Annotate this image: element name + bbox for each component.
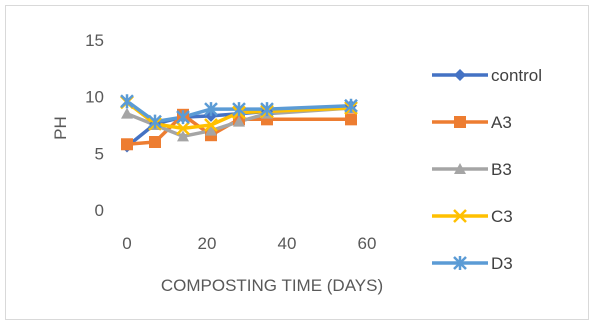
data-point-a3 xyxy=(121,138,133,151)
data-point-d3 xyxy=(344,98,358,113)
data-point-b3 xyxy=(177,130,189,142)
data-point-c3 xyxy=(204,118,218,132)
legend-swatch-marker xyxy=(453,209,467,223)
legend-swatch-marker xyxy=(453,256,467,270)
x-axis-ticks: 0 20 40 60 xyxy=(122,234,376,253)
x-tick-label: 60 xyxy=(358,234,377,253)
chart-frame xyxy=(5,5,589,320)
data-point-d3 xyxy=(204,102,218,117)
x-axis-title: COMPOSTING TIME (DAYS) xyxy=(161,276,383,295)
legend: control A3 B3 C3 D3 xyxy=(432,66,542,273)
data-point-b3 xyxy=(233,115,245,127)
legend-label: D3 xyxy=(491,254,513,273)
legend-label: C3 xyxy=(491,207,513,226)
x-tick-label: 40 xyxy=(278,234,297,253)
data-point-b3 xyxy=(121,107,133,119)
legend-swatch-marker xyxy=(454,116,466,128)
data-point-d3 xyxy=(232,102,246,117)
legend-label: B3 xyxy=(491,160,512,179)
y-tick-label: 5 xyxy=(95,144,104,163)
data-point-b3 xyxy=(205,124,217,136)
y-axis-ticks: 0 5 10 15 xyxy=(85,31,104,220)
legend-swatch-marker xyxy=(454,163,466,174)
y-tick-label: 10 xyxy=(85,88,104,107)
legend-label: A3 xyxy=(491,113,512,132)
y-tick-label: 15 xyxy=(85,31,104,50)
data-point-a3 xyxy=(149,136,161,148)
x-tick-label: 20 xyxy=(198,234,217,253)
y-tick-label: 0 xyxy=(95,201,104,220)
data-point-d3 xyxy=(120,94,134,109)
y-axis-title: PH xyxy=(51,116,70,140)
legend-swatch-marker xyxy=(454,69,466,81)
data-point-d3 xyxy=(260,102,274,117)
data-point-d3 xyxy=(148,114,162,129)
x-tick-label: 0 xyxy=(122,234,131,253)
data-point-c3 xyxy=(176,121,190,136)
data-point-a3 xyxy=(345,113,357,126)
data-point-d3 xyxy=(176,110,190,125)
legend-label: control xyxy=(491,66,542,85)
series-markers xyxy=(120,94,358,153)
